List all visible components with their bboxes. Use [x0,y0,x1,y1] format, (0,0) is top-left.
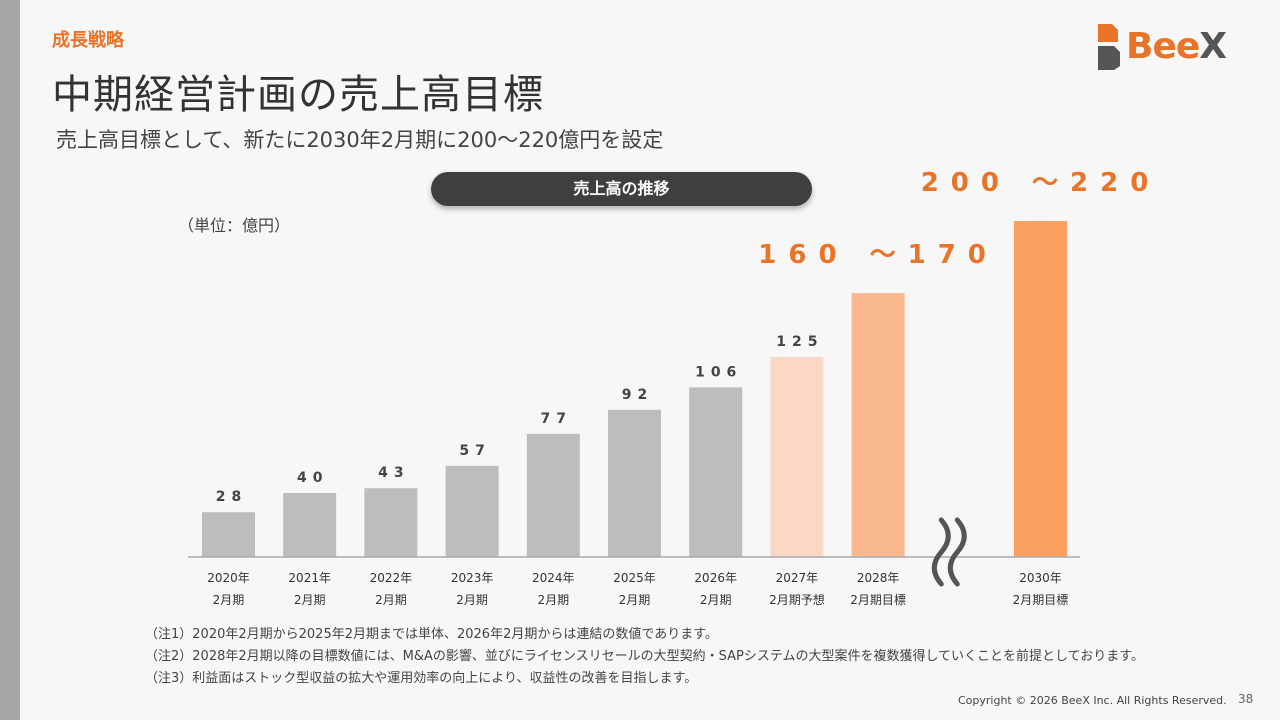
tick-label-period-0: 2月期 [213,593,245,607]
logo-text: BeeX [1126,26,1227,67]
value-label-1: 40 [297,470,328,486]
tick-label-period-1: 2月期 [294,593,326,607]
bar-4 [526,433,580,557]
bar-0 [202,512,255,557]
value-label-7: 125 [776,334,823,350]
range-label-1: 200 ～220 [921,168,1161,198]
tick-label-year-0: 2020年 [207,571,250,585]
copyright: Copyright © 2026 BeeX Inc. All Rights Re… [958,694,1227,707]
unit-label: （単位：億円） [178,216,291,235]
page-number: 38 [1238,692,1254,706]
tick-label-year-4: 2024年 [532,571,575,585]
axis-break-mark [931,517,967,587]
tick-label-year-8: 2028年 [857,571,900,585]
page-title: 中期経営計画の売上高目標 [52,72,544,118]
value-label-5: 92 [622,387,653,403]
value-label-3: 57 [459,443,490,459]
tick-label-year-5: 2025年 [613,571,656,585]
tick-label-year-10: 2030年 [1019,571,1062,585]
section-label: 成長戦略 [52,30,124,51]
tick-label-period-8: 2月期目標 [850,593,906,607]
tick-label-year-6: 2026年 [694,571,737,585]
value-label-6: 106 [695,364,742,380]
bar-10 [1014,221,1067,557]
page-subtitle: 売上高目標として、新たに2030年2月期に200～220億円を設定 [56,128,664,152]
bar-6 [689,387,743,557]
beex-logo: BeeX [1096,22,1236,72]
bar-5 [608,409,661,557]
logo-icon [1098,24,1120,70]
tick-label-year-7: 2027年 [776,571,819,585]
bar-7 [770,357,824,557]
left-accent-bar [0,0,20,720]
tick-label-period-2: 2月期 [375,593,407,607]
notes: （注1）2020年2月期から2025年2月期までは単体、2026年2月期からは連… [145,624,1144,690]
tick-label-period-6: 2月期 [700,593,732,607]
note-3: （注3）利益面はストック型収益の拡大や運用効率の向上により、収益性の改善を目指し… [145,671,698,686]
value-label-0: 28 [216,489,247,505]
bar-8 [851,293,905,557]
value-label-4: 77 [541,411,572,427]
note-2: （注2）2028年2月期以降の目標数値には、M&Aの影響、並びにライセンスリセー… [145,649,1144,664]
bar-3 [445,465,499,557]
tick-label-year-3: 2023年 [451,571,494,585]
tick-label-period-3: 2月期 [456,593,488,607]
tick-label-period-10: 2月期目標 [1013,593,1069,607]
bar-1 [283,493,337,557]
bar-2 [364,488,418,557]
range-label-0: 160 ～170 [758,240,998,270]
tick-label-year-2: 2022年 [370,571,413,585]
tick-label-period-4: 2月期 [537,593,569,607]
tick-label-year-1: 2021年 [288,571,331,585]
tick-label-period-7: 2月期予想 [769,592,825,607]
chart-title: 売上高の推移 [431,172,812,206]
tick-label-period-5: 2月期 [619,593,651,607]
note-1: （注1）2020年2月期から2025年2月期までは単体、2026年2月期からは連… [145,627,718,642]
value-label-2: 43 [378,465,409,481]
